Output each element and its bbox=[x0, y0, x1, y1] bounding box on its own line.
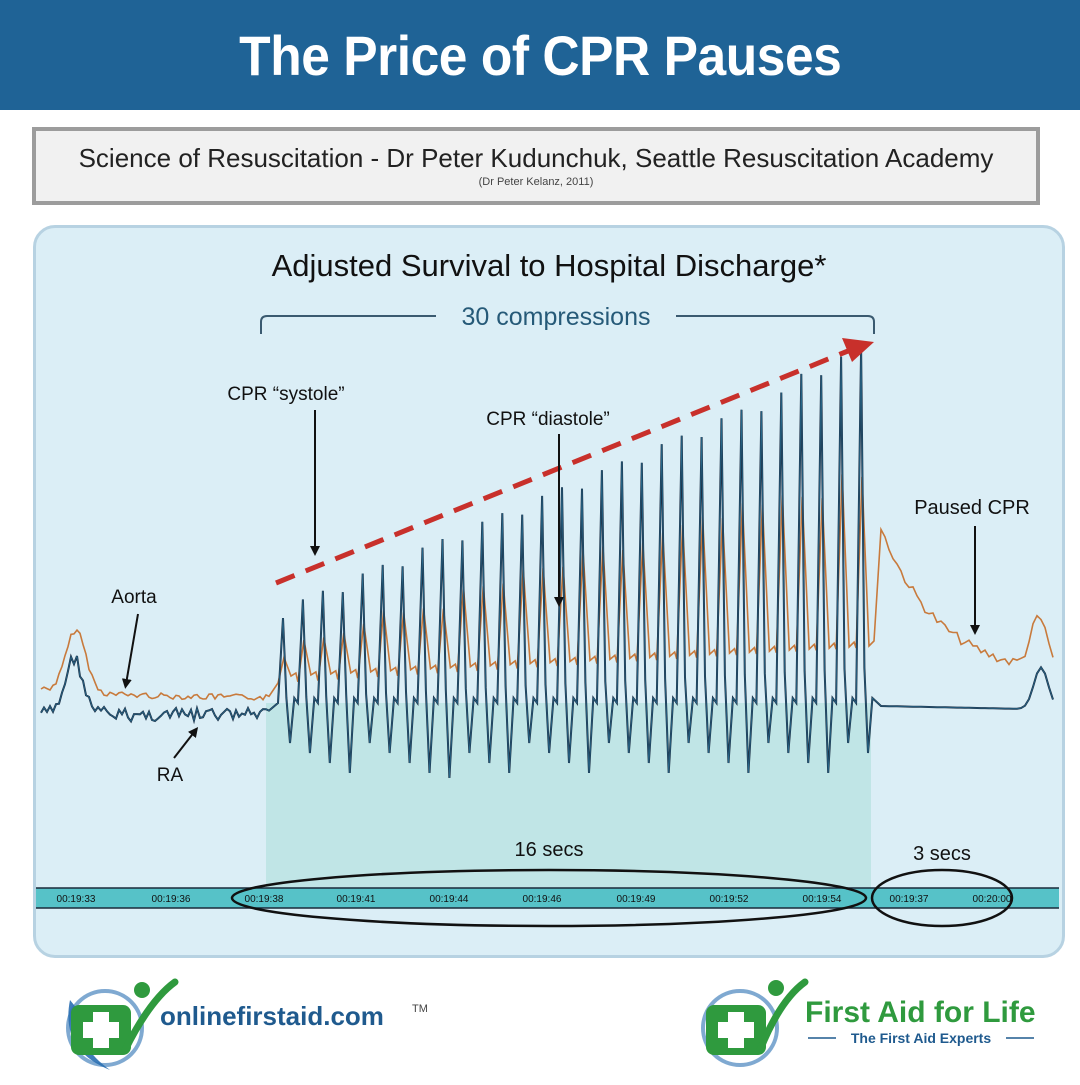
annotation-diastole: CPR “diastole” bbox=[486, 409, 610, 430]
annotation-ra: RA bbox=[157, 765, 184, 786]
page-title: The Price of CPR Pauses bbox=[238, 23, 842, 87]
series-ra-highlight bbox=[40, 347, 1054, 779]
left-cross-horizontal bbox=[83, 1022, 119, 1038]
trend-arrowhead bbox=[842, 338, 874, 362]
citation-text: (Dr Peter Kelanz, 2011) bbox=[478, 176, 594, 188]
footer: onlinefirstaid.com TM First Aid for Life… bbox=[0, 960, 1080, 1080]
timeline-tick-label: 00:19:52 bbox=[710, 894, 749, 905]
subtitle-box: Science of Resuscitation - Dr Peter Kudu… bbox=[32, 127, 1040, 205]
bracket-right bbox=[676, 315, 875, 334]
right-logo-tagline: The First Aid Experts bbox=[851, 1030, 992, 1046]
trend-arrow-line bbox=[275, 348, 849, 586]
subtitle-text: Science of Resuscitation - Dr Peter Kudu… bbox=[78, 143, 994, 173]
chart-title: Adjusted Survival to Hospital Discharge* bbox=[272, 248, 827, 283]
compressions-duration-ellipse bbox=[230, 868, 868, 928]
bracket-label: 30 compressions bbox=[462, 303, 651, 331]
ra-pointer-arrow bbox=[173, 727, 199, 759]
bracket-left bbox=[260, 315, 436, 334]
annotation-aorta: Aorta bbox=[111, 587, 157, 608]
footer-logos: onlinefirstaid.com TM First Aid for Life… bbox=[66, 978, 1036, 1070]
left-logo-text: onlinefirstaid.com bbox=[160, 1001, 384, 1031]
duration-pause-label: 3 secs bbox=[913, 843, 971, 865]
pressure-chart: Adjusted Survival to Hospital Discharge*… bbox=[36, 248, 1059, 928]
pause-duration-ellipse bbox=[870, 868, 1014, 928]
annotation-paused: Paused CPR bbox=[914, 497, 1030, 519]
timeline-tick-label: 00:20:00 bbox=[973, 894, 1012, 905]
right-logo-title: First Aid for Life bbox=[805, 996, 1036, 1029]
left-logo-trademark: TM bbox=[412, 1003, 428, 1015]
timeline-tick-label: 00:19:36 bbox=[152, 894, 191, 905]
timeline-tick-labels: 00:19:33 00:19:36 00:19:38 00:19:41 00:19:44… bbox=[57, 894, 1012, 905]
timeline-tick-label: 00:19:46 bbox=[523, 894, 562, 905]
timeline-bar bbox=[36, 888, 1059, 908]
chart-panel: Adjusted Survival to Hospital Discharge*… bbox=[33, 225, 1065, 958]
timeline-tick-label: 00:19:37 bbox=[890, 894, 929, 905]
timeline-tick-label: 00:19:38 bbox=[245, 894, 284, 905]
timeline-tick-label: 00:19:54 bbox=[803, 894, 842, 905]
annotation-systole: CPR “systole” bbox=[227, 384, 344, 405]
duration-compressions-label: 16 secs bbox=[515, 839, 584, 861]
onlinefirstaid-logo: onlinefirstaid.com TM bbox=[66, 978, 428, 1070]
header-banner: The Price of CPR Pauses bbox=[0, 0, 1080, 110]
timeline-tick-label: 00:19:44 bbox=[430, 894, 469, 905]
timeline-tick-label: 00:19:41 bbox=[337, 894, 376, 905]
timeline-tick-label: 00:19:33 bbox=[57, 894, 96, 905]
aorta-pointer-arrow bbox=[121, 613, 139, 689]
series-aorta-line bbox=[40, 474, 1054, 701]
timeline-tick-label: 00:19:49 bbox=[617, 894, 656, 905]
firstaidforlife-logo: First Aid for Life The First Aid Experts bbox=[701, 978, 1036, 1067]
right-cross-horizontal bbox=[718, 1022, 754, 1038]
